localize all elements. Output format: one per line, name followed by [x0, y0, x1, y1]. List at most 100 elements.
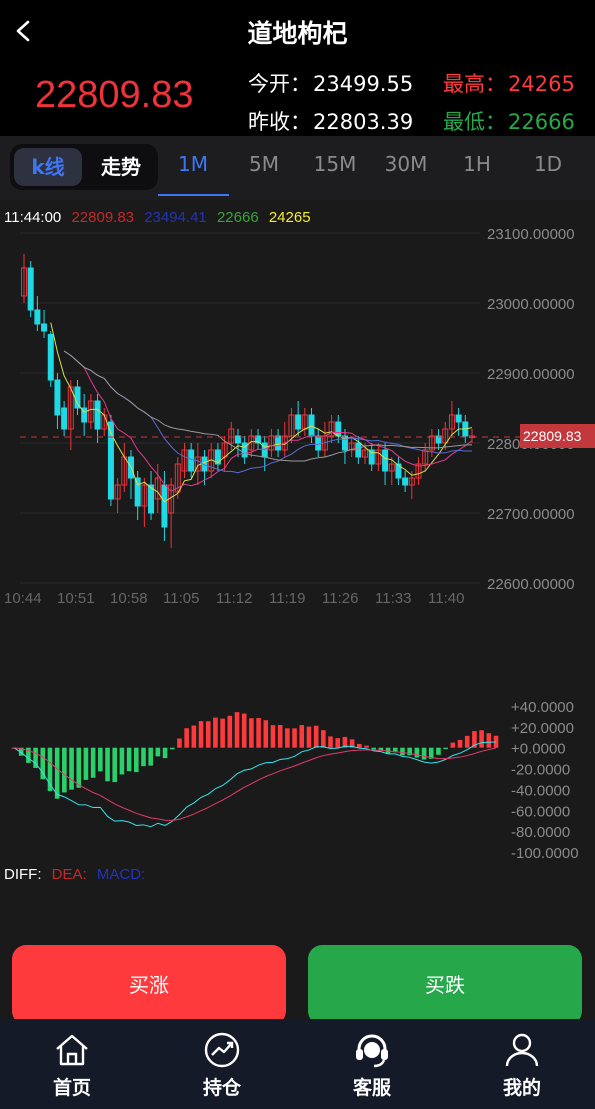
candle-body — [61, 407, 68, 430]
active-tab-indicator — [158, 194, 229, 196]
macd-bar — [249, 718, 254, 748]
macd-bar — [62, 747, 67, 793]
macd-legend-dea: DEA: — [52, 866, 87, 883]
x-tick-label: 11:19 — [269, 590, 305, 607]
macd-bar — [493, 735, 499, 748]
candle-body — [288, 414, 295, 437]
macd-bar — [98, 747, 103, 772]
macd-bar — [292, 728, 297, 748]
x-tick-label: 11:12 — [216, 590, 252, 607]
macd-bar — [169, 747, 175, 750]
nav-positions[interactable]: 持仓 — [172, 1031, 272, 1100]
buy-down-button[interactable]: 买跌 — [308, 945, 582, 1025]
macd-bar — [18, 747, 24, 756]
candle-body — [134, 477, 141, 507]
y-tick-label: 23000.00000 — [487, 296, 575, 313]
macd-bar — [443, 747, 448, 750]
macd-bar — [479, 730, 484, 748]
macd-bar — [83, 747, 89, 780]
chart-legend: 11:44:00 22809.83 23494.41 22666 24265 — [4, 209, 311, 226]
nav-home[interactable]: 首页 — [22, 1031, 122, 1100]
macd-bar — [241, 713, 247, 748]
timeframe-30m[interactable]: 30M — [384, 152, 428, 176]
timeframe-15m[interactable]: 15M — [313, 152, 357, 176]
candle-body — [54, 379, 61, 416]
macd-bar — [26, 747, 31, 763]
macd-bar — [40, 747, 46, 780]
home-icon — [56, 1034, 88, 1066]
macd-bar — [177, 738, 182, 748]
top-bar: 道地枸杞 — [0, 0, 595, 62]
macd-y-tick-label: -100.0000 — [511, 845, 579, 862]
macd-y-tick-label: -40.0000 — [511, 782, 570, 799]
candle-body — [47, 334, 54, 381]
macd-bar — [234, 712, 240, 748]
candle-body — [248, 435, 255, 451]
buy-up-button[interactable]: 买涨 — [12, 945, 286, 1025]
macd-bar — [112, 747, 118, 783]
macd-bar — [306, 726, 312, 748]
kline-chart-area[interactable]: 23100.0000023000.0000022900.0000022800.0… — [0, 200, 595, 945]
macd-bar — [385, 747, 391, 754]
open-label: 今开： — [248, 72, 311, 96]
high-price: 最高：24265 — [443, 68, 575, 98]
x-tick-label: 10:58 — [110, 590, 148, 607]
nav-positions-label: 持仓 — [202, 1077, 241, 1099]
candle-body — [268, 435, 275, 451]
candle-body — [188, 449, 195, 472]
tab-trend[interactable]: 走势 — [101, 155, 141, 179]
legend-open: 23494.41 — [144, 209, 207, 226]
timeframe-1d[interactable]: 1D — [533, 152, 563, 176]
candle-body — [94, 400, 101, 430]
nav-mine[interactable]: 我的 — [472, 1031, 572, 1100]
timeframe-1h[interactable]: 1H — [463, 152, 491, 176]
kline-chart[interactable]: 23100.0000023000.0000022900.0000022800.0… — [0, 200, 595, 945]
macd-bar — [428, 747, 434, 759]
macd-bar — [90, 747, 96, 778]
tab-kline[interactable]: k线 — [14, 148, 82, 186]
nav-service-label: 客服 — [352, 1077, 391, 1099]
macd-bar — [256, 718, 261, 748]
macd-bar — [54, 747, 60, 799]
macd-bar — [299, 725, 305, 748]
candle-body — [181, 449, 188, 472]
macd-bar — [191, 725, 197, 748]
macd-bar — [486, 733, 492, 748]
macd-bar — [392, 747, 398, 753]
last-price-tag — [520, 424, 595, 448]
macd-bar — [357, 743, 362, 748]
candle-body — [375, 449, 382, 465]
low-price: 最低：22666 — [443, 106, 575, 136]
candle-body — [275, 435, 282, 451]
macd-bar — [119, 747, 125, 775]
macd-bar — [371, 747, 377, 750]
macd-legend-diff: DIFF: — [4, 866, 42, 883]
candle-body — [81, 407, 88, 423]
last-price-tag-label: 22809.83 — [523, 428, 582, 444]
candle-body — [341, 435, 348, 451]
macd-y-tick-label: -80.0000 — [511, 824, 570, 841]
macd-bar — [155, 747, 161, 757]
macd-bar — [407, 747, 412, 756]
macd-bar — [400, 747, 405, 756]
nav-service[interactable]: 客服 — [322, 1031, 422, 1100]
x-tick-label: 11:33 — [375, 590, 411, 607]
macd-legend: DIFF: DEA: MACD: — [4, 866, 145, 883]
timeframe-5m[interactable]: 5M — [249, 152, 279, 176]
x-tick-label: 11:40 — [428, 590, 464, 607]
candle-body — [308, 414, 315, 437]
macd-bar — [277, 724, 283, 748]
candle-body — [335, 421, 342, 437]
macd-bar — [76, 747, 82, 788]
candle-body — [281, 435, 288, 451]
high-value: 24265 — [508, 72, 575, 96]
current-price: 22809.83 — [35, 74, 194, 116]
back-arrow-icon[interactable] — [10, 16, 36, 46]
candle-body — [382, 449, 389, 472]
quote-panel: 22809.83 今开：23499.55 最高：24265 昨收：22803.3… — [0, 62, 595, 136]
macd-bar — [457, 739, 463, 748]
legend-high: 24265 — [269, 209, 311, 226]
macd-bar — [421, 747, 427, 760]
candle-body — [455, 414, 462, 423]
timeframe-1m[interactable]: 1M — [178, 152, 208, 176]
